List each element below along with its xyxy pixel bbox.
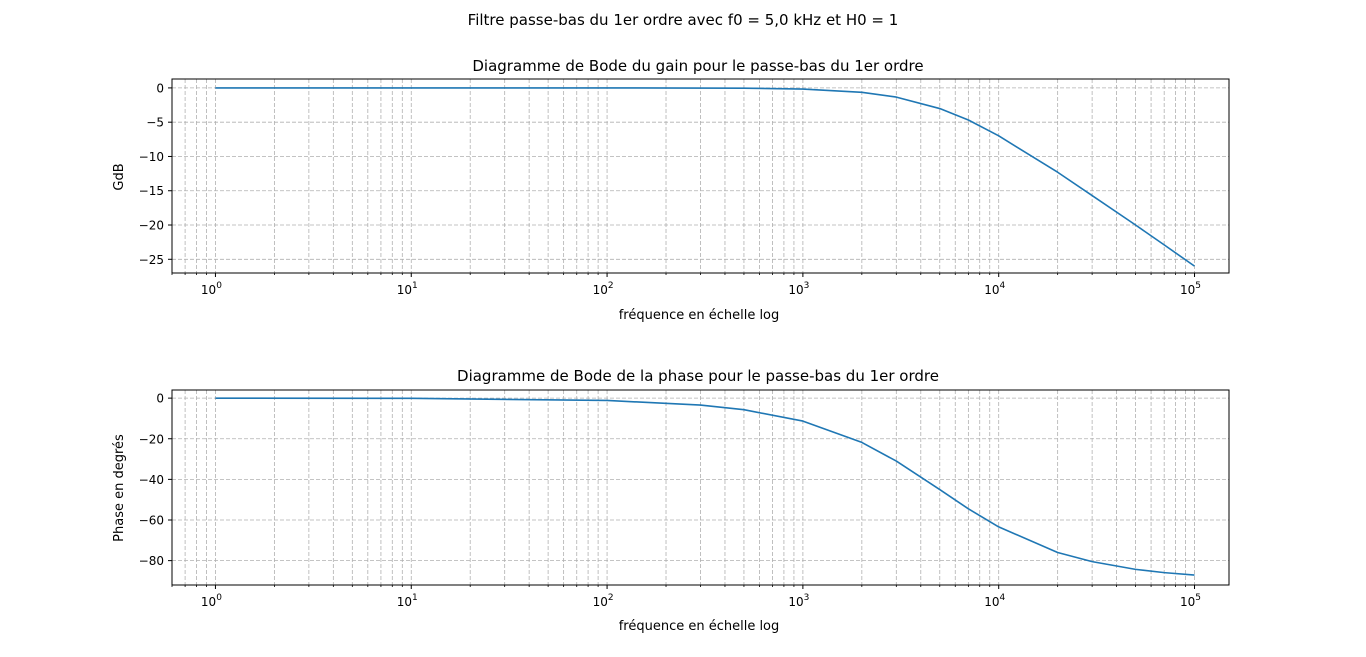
gain-y-tick-label: −15 [139,184,164,198]
phase-y-tick-label: −20 [139,432,164,446]
gain-y-axis-label: GdB [112,163,127,190]
gain-y-tick-label: −20 [139,219,164,233]
phase-y-tick-label: −40 [139,473,164,487]
phase-y-tick-label: 0 [156,392,164,406]
phase-y-axis-label: Phase en degrés [112,434,127,542]
gain-plot-title: Diagramme de Bode du gain pour le passe-… [472,57,923,75]
phase-y-tick-label: −60 [139,514,164,528]
gain-x-axis-label: fréquence en échelle log [619,308,780,323]
phase-plot-title: Diagramme de Bode de la phase pour le pa… [457,367,939,385]
phase-y-tick-label: −80 [139,554,164,568]
gain-y-tick-label: −10 [139,150,164,164]
figure-suptitle: Filtre passe-bas du 1er ordre avec f0 = … [468,11,899,29]
gain-y-tick-label: 0 [156,81,164,95]
gain-y-tick-label: −5 [146,116,164,130]
gain-y-tick-label: −25 [139,253,164,267]
phase-x-axis-label: fréquence en échelle log [619,619,780,634]
